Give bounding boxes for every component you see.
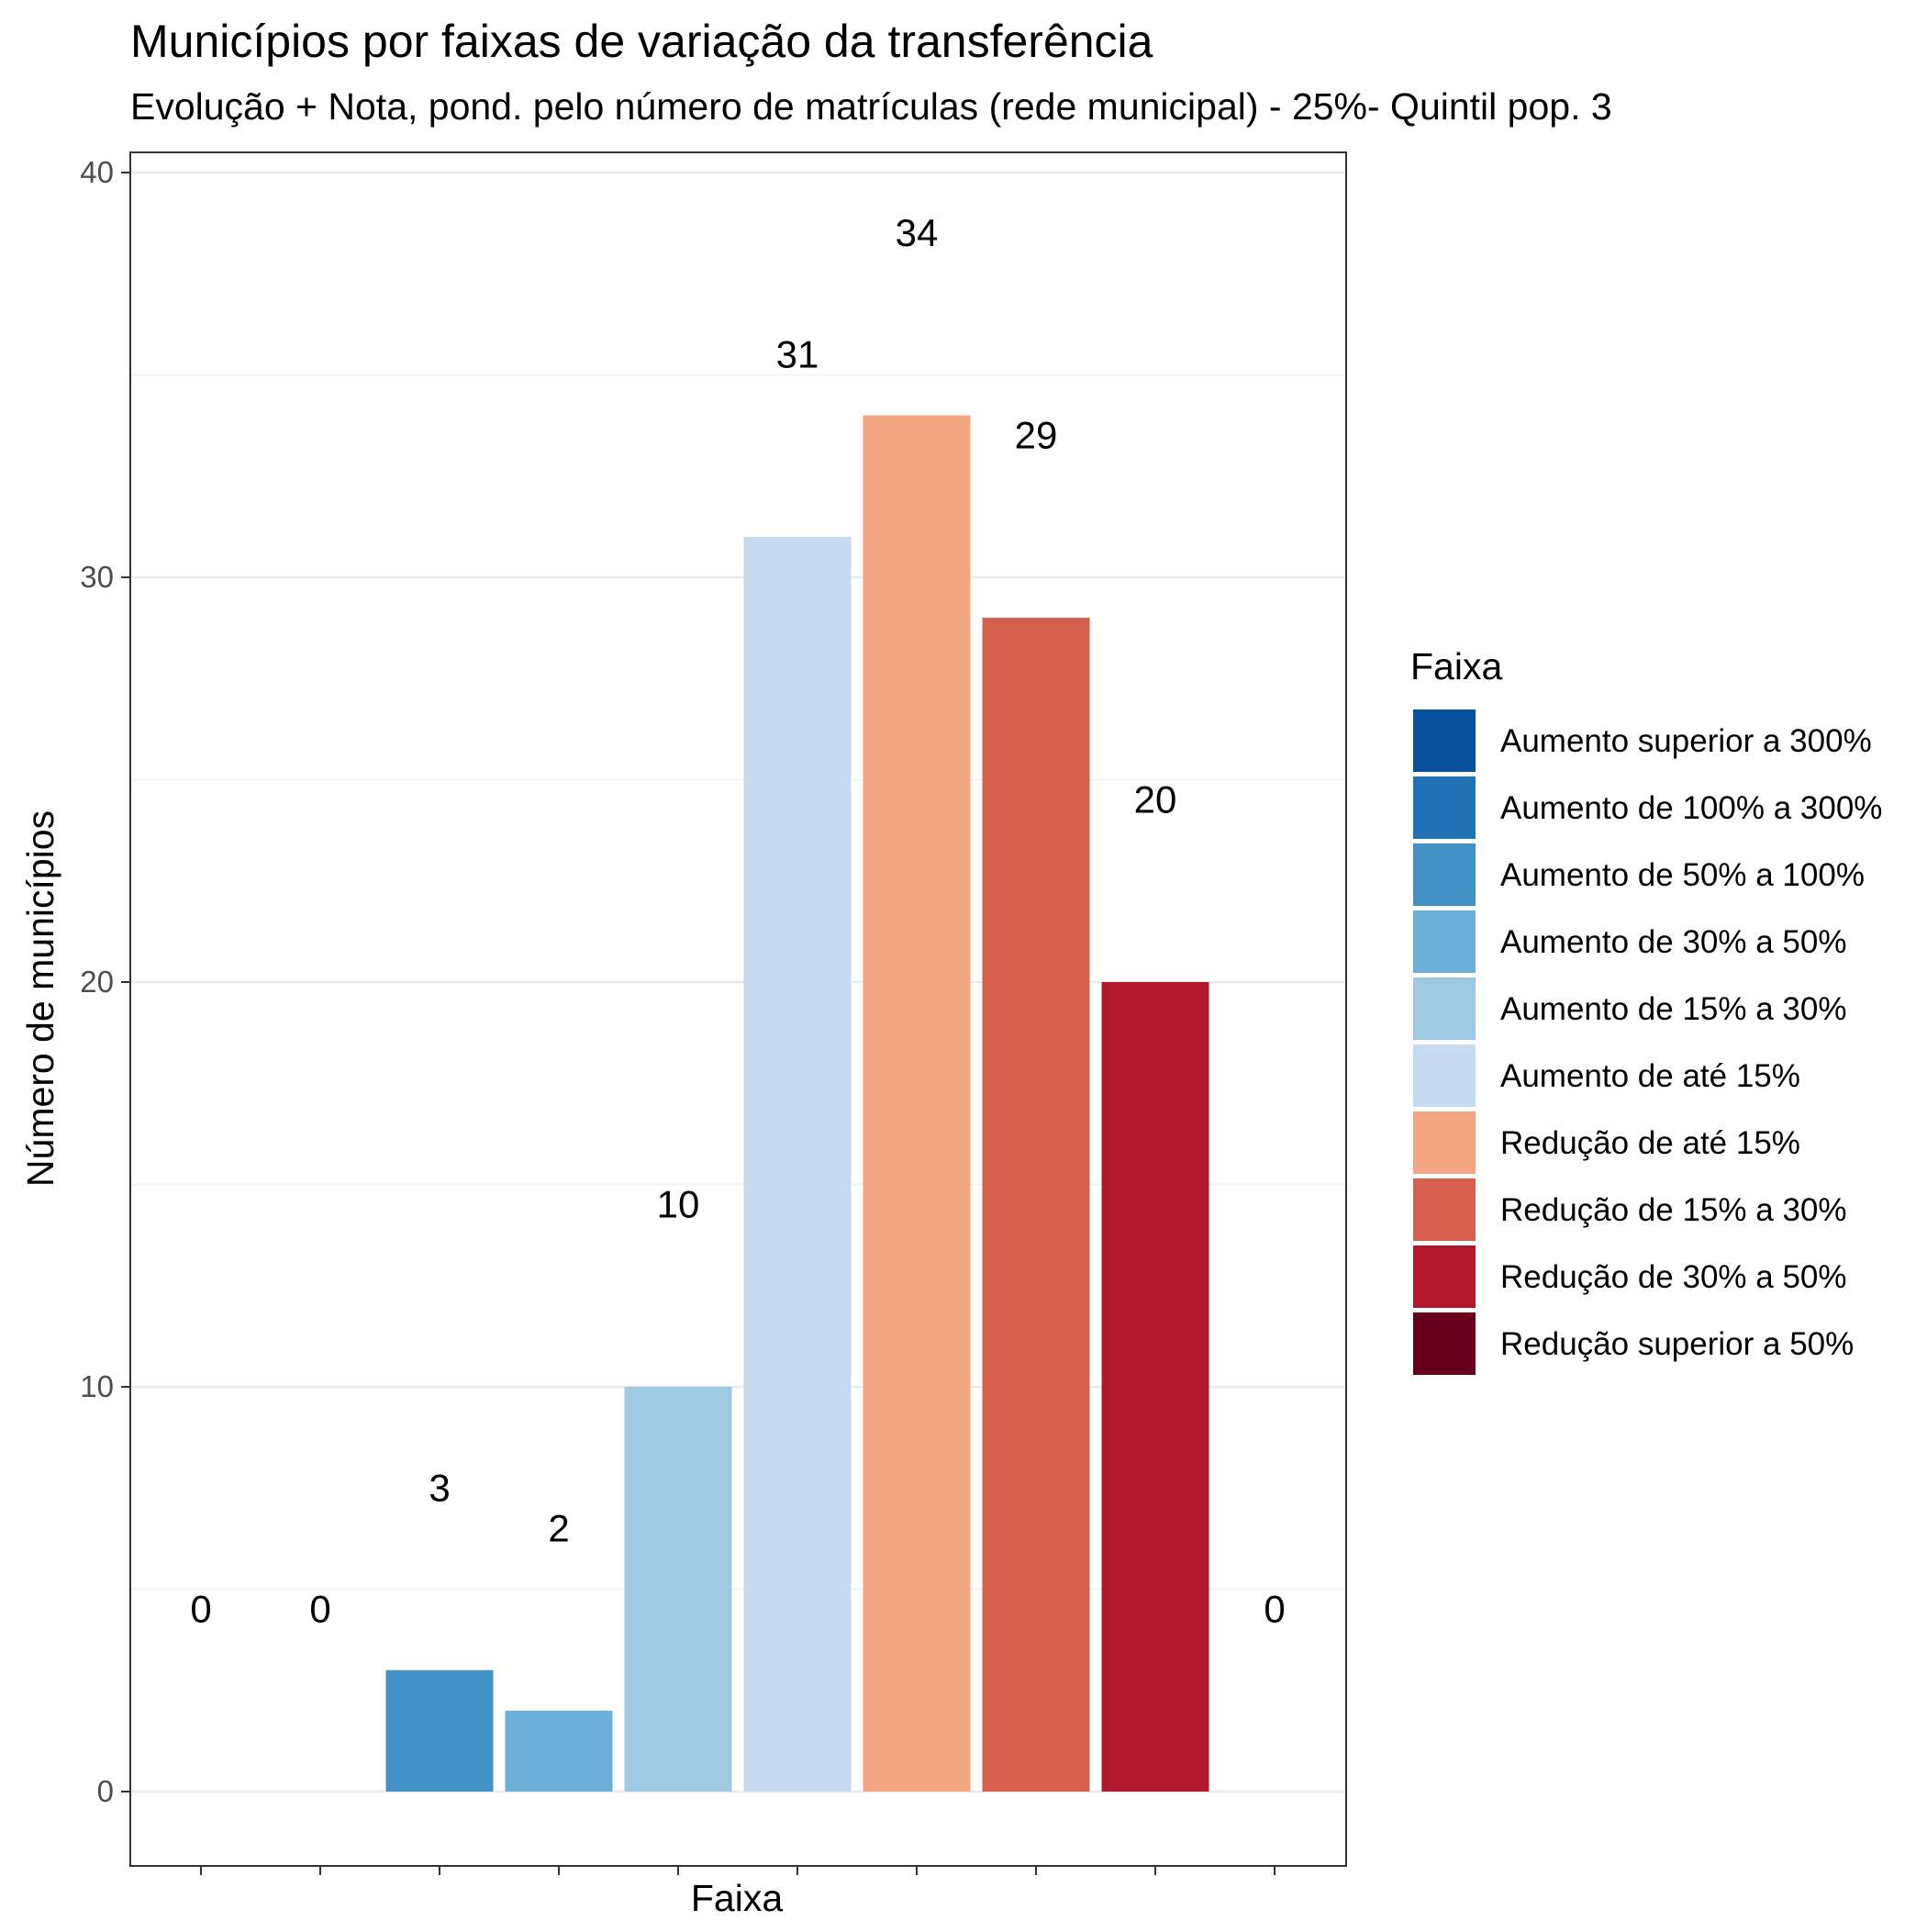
legend-label: Redução superior a 50% [1500,1326,1854,1362]
plot-border [129,151,1347,1867]
x-axis-title: Faixa [691,1877,783,1919]
bar [505,1710,613,1792]
legend-key [1413,776,1476,839]
data-label: 0 [1264,1588,1285,1631]
legend-label: Aumento de até 15% [1500,1058,1800,1094]
bar [863,415,971,1792]
legend: Aumento superior a 300% Aumento de 100% a… [1413,709,1882,1375]
data-label: 34 [896,211,939,254]
data-label: 0 [309,1588,330,1631]
legend-key [1413,910,1476,973]
bar [982,618,1090,1792]
data-label: 3 [429,1466,450,1509]
bar [385,1670,494,1792]
legend-label: Redução de até 15% [1500,1125,1800,1161]
legend-label: Redução de 30% a 50% [1500,1259,1847,1295]
bar [743,536,852,1792]
plot-area: 0 0 3 2 10 31 34 29 20 0 0 10 20 30 40 [80,151,1347,1875]
legend-label: Aumento de 50% a 100% [1500,857,1865,893]
chart-subtitle: Evolução + Nota, pond. pelo número de ma… [130,85,1612,128]
y-tick-label: 10 [80,1369,114,1403]
legend-key [1413,843,1476,906]
y-tick-label: 0 [97,1774,114,1808]
data-label: 29 [1015,414,1058,457]
legend-label: Aumento de 100% a 300% [1500,790,1882,826]
y-tick-label: 20 [80,965,114,999]
data-label: 10 [657,1183,700,1226]
legend-key [1413,1178,1476,1241]
data-label: 2 [548,1506,569,1549]
legend-key [1413,709,1476,772]
legend-key [1413,1312,1476,1375]
bar [1101,982,1209,1792]
data-label: 20 [1134,778,1177,821]
legend-label: Redução de 15% a 30% [1500,1192,1847,1228]
data-label: 31 [776,332,819,375]
data-label: 0 [190,1588,211,1631]
chart-title: Municípios por faixas de variação da tra… [130,16,1153,67]
legend-label: Aumento de 15% a 30% [1500,991,1846,1027]
y-tick-label: 30 [80,560,114,594]
legend-key [1413,1044,1476,1107]
legend-label: Aumento superior a 300% [1500,723,1872,759]
y-axis-title: Número de municípios [19,810,61,1187]
legend-title: Faixa [1410,645,1502,687]
bar [624,1387,732,1792]
legend-label: Aumento de 30% a 50% [1500,924,1846,960]
legend-key [1413,977,1476,1040]
legend-key [1413,1111,1476,1174]
y-tick-label: 40 [80,155,114,189]
legend-key [1413,1245,1476,1308]
